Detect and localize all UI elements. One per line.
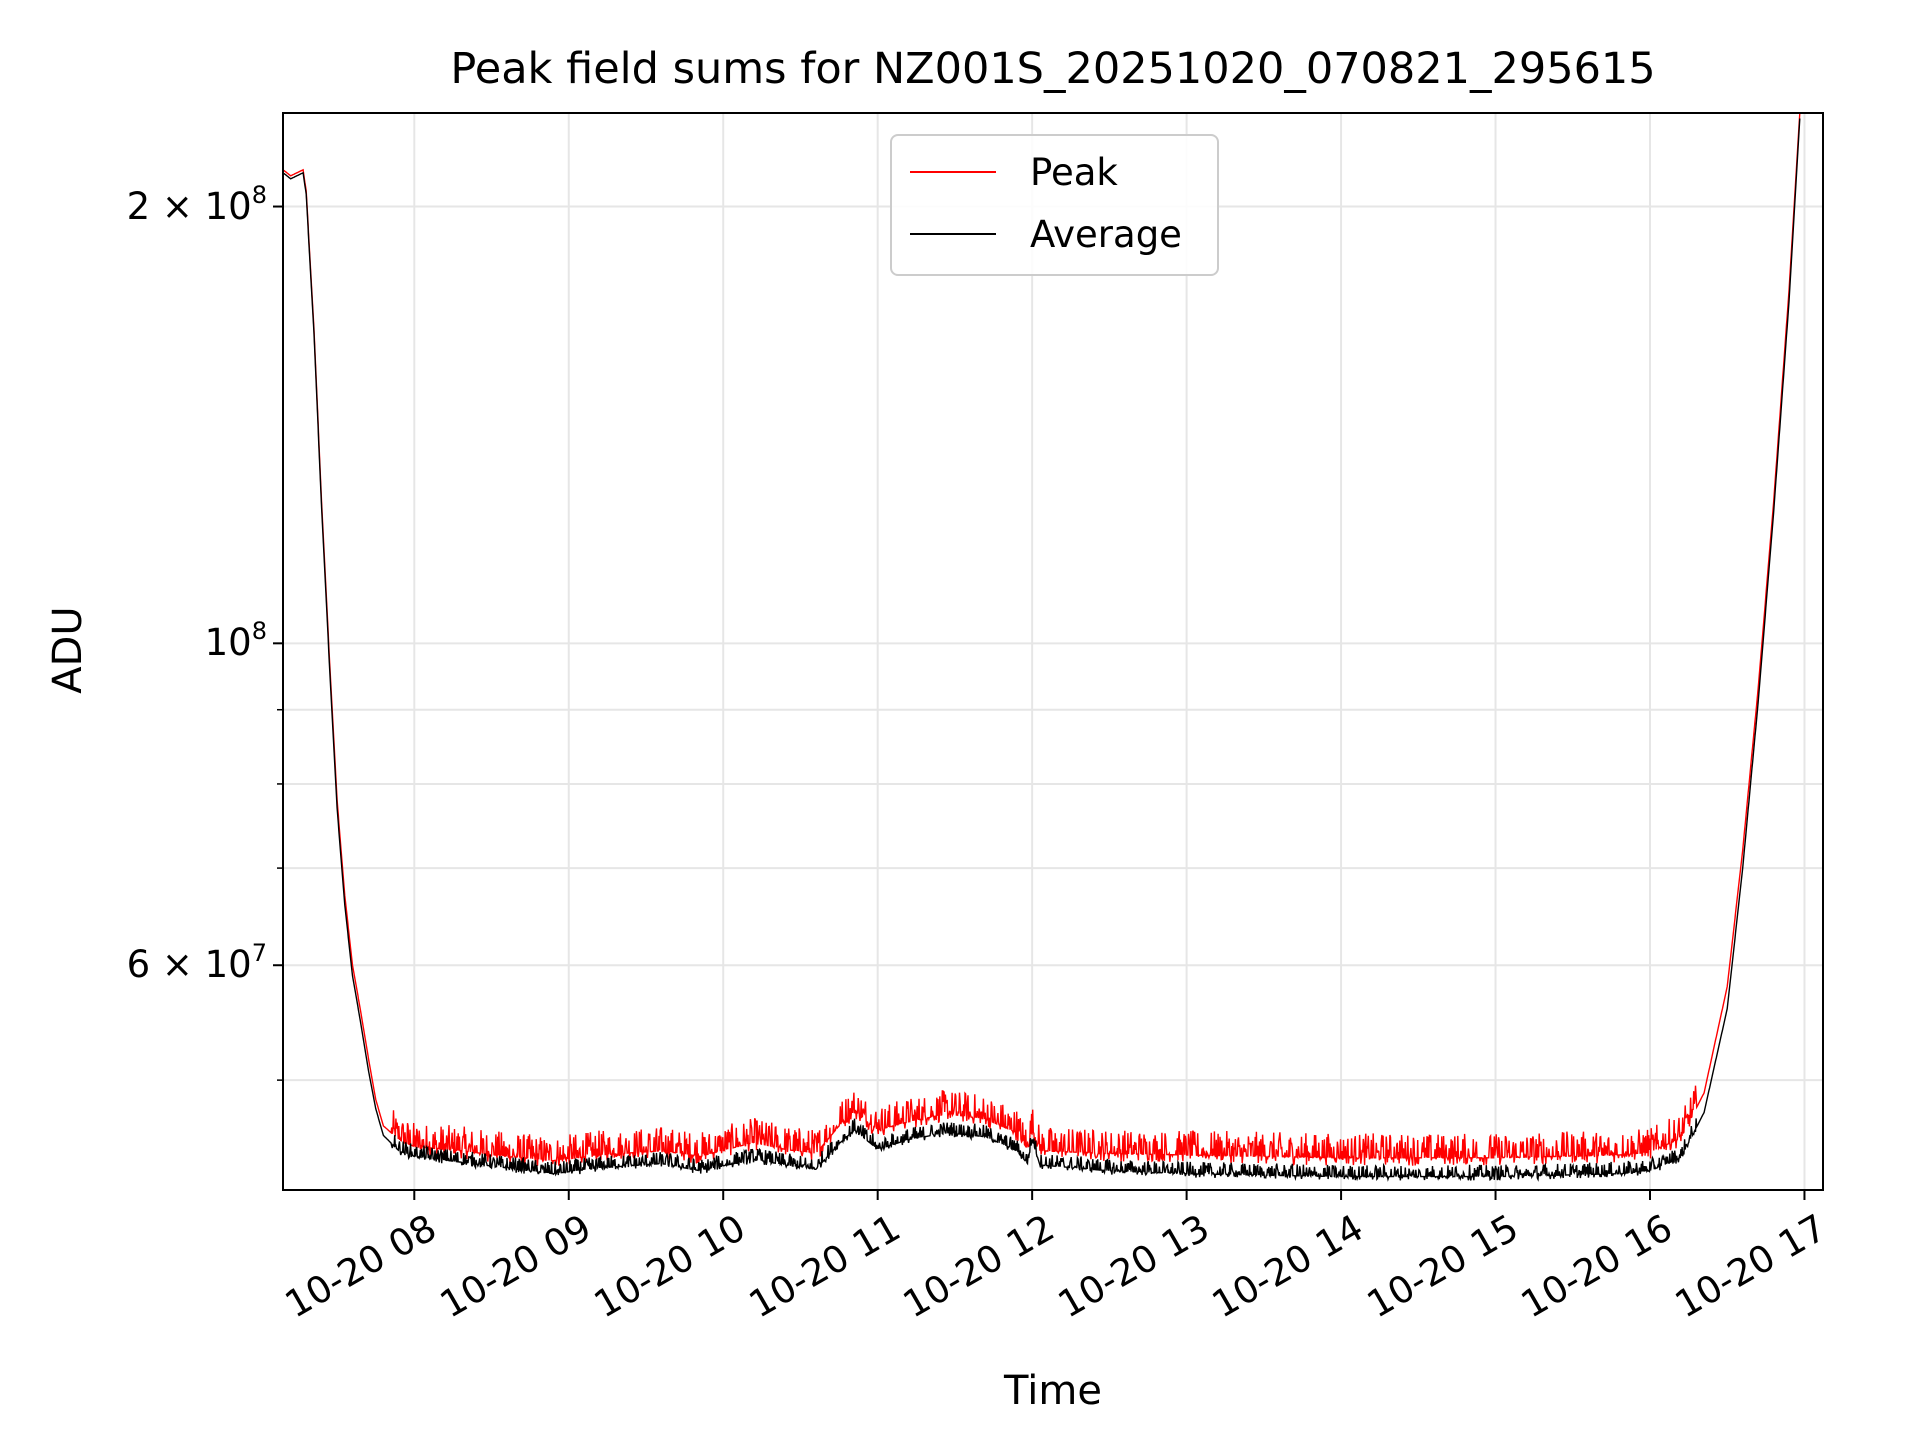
legend-label-peak: Peak	[1030, 150, 1118, 194]
legend-item-peak: Peak	[910, 150, 1118, 194]
legend: Peak Average	[890, 134, 1219, 276]
y-axis-label: ADU	[45, 606, 91, 694]
legend-item-average: Average	[910, 212, 1182, 256]
chart-title: Peak field sums for NZ001S_20251020_0708…	[450, 44, 1656, 94]
y-tick-label: 6 × 107	[126, 939, 267, 987]
legend-swatch-average	[910, 233, 996, 235]
axes-frame	[282, 112, 1824, 1191]
series-line-peak	[283, 113, 1801, 1167]
y-tick-label: 108	[204, 617, 267, 665]
legend-swatch-peak	[910, 171, 996, 173]
legend-label-average: Average	[1030, 212, 1182, 256]
y-tick-label: 2 × 108	[126, 180, 267, 228]
series-layer	[283, 113, 1801, 1182]
tick-marks	[273, 205, 1806, 1200]
grid-lines	[283, 113, 1823, 1190]
x-axis-label: Time	[1004, 1368, 1102, 1414]
series-line-average	[283, 118, 1801, 1182]
